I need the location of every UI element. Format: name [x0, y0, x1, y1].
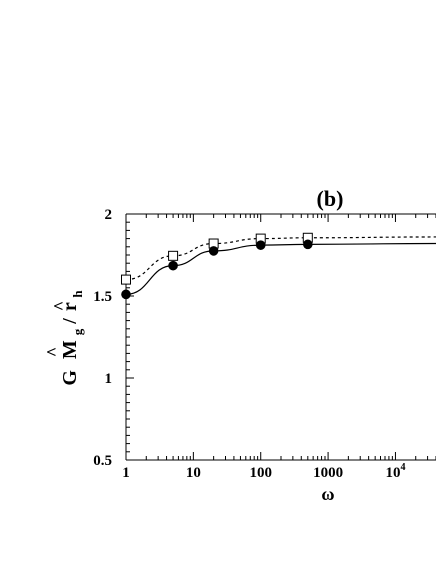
y-label-r: r — [59, 302, 81, 311]
y-label-slash: / — [59, 313, 81, 325]
y-axis-label: G M g / r h ^ ^ — [43, 290, 87, 386]
x-tick-label: 1 — [122, 465, 130, 481]
y-axis-ticks: 0.5 1 1.5 2 — [93, 207, 134, 469]
y-tick-label: 1.5 — [93, 289, 112, 305]
filled-circle-marker — [168, 260, 178, 271]
filled-circle-marker — [208, 246, 219, 256]
svg-text:G M g /: G M g / r h — [59, 290, 87, 386]
x-tick-label: 104 — [385, 462, 405, 481]
y-label-g: G — [59, 370, 81, 386]
y-label-sub-h: h — [70, 290, 85, 298]
x-axis-ticks: 1 10 100 1000 104 — [122, 214, 436, 481]
x-tick-label: 10 — [186, 465, 201, 481]
y-label-hat-r: ^ — [50, 301, 70, 311]
open-square-marker — [168, 250, 179, 261]
filled-circle-marker — [303, 239, 313, 250]
open-square-marker — [121, 274, 131, 285]
y-tick-label: 1 — [105, 371, 113, 387]
series-solid-line — [125, 242, 436, 295]
x-tick-label: 100 — [249, 465, 272, 481]
x-tick-label-exponent: 4 — [400, 462, 405, 473]
series-dashed-line — [125, 236, 436, 281]
x-axis-label: ω — [321, 484, 334, 504]
y-tick-label: 0.5 — [93, 453, 112, 469]
filled-circle-marker — [255, 240, 266, 250]
filled-circle-marker — [121, 289, 131, 300]
y-label-m: M — [59, 340, 81, 359]
series-layer — [121, 232, 436, 300]
x-tick-label: 1000 — [313, 465, 343, 481]
y-label-sub-g: g — [70, 328, 85, 335]
y-tick-label: 2 — [105, 207, 113, 223]
panel-label: (b) — [317, 186, 344, 211]
y-label-hat-m: ^ — [43, 347, 63, 357]
